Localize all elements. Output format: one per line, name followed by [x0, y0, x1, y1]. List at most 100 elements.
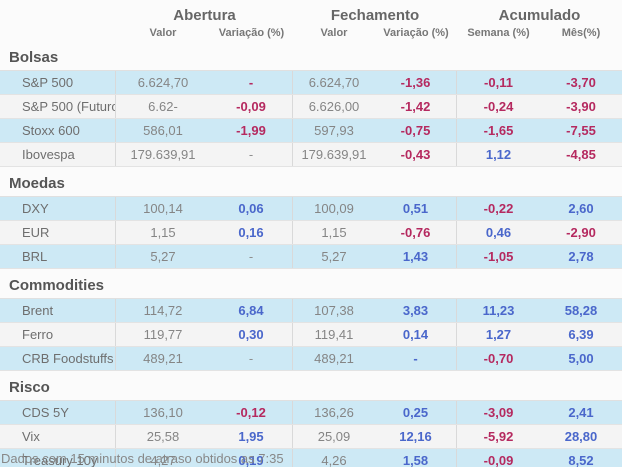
cell-abertura-valor: 6.624,70 — [137, 75, 189, 90]
row-label: EUR — [0, 221, 116, 244]
column-header-abertura-valor: Valor — [149, 27, 177, 39]
column-header-mes: Mês(%) — [561, 27, 601, 39]
row-label: Ibovespa — [0, 143, 116, 166]
cell-fechamento-variacao: -1,42 — [375, 95, 457, 118]
cell-abertura-variacao: 1,95 — [210, 425, 293, 448]
cell-fechamento-valor: 6.624,70 — [308, 75, 360, 90]
cell-fechamento-valor: 1,15 — [321, 225, 347, 240]
row-label: Ferro — [0, 323, 116, 346]
cell-fechamento-variacao: 0,25 — [375, 401, 457, 424]
table-row: Vix 25,58 1,95 25,09 12,16 -5,92 28,80 — [0, 425, 622, 449]
table-row: EUR 1,15 0,16 1,15 -0,76 0,46 -2,90 — [0, 221, 622, 245]
row-label: Treasury 10y — [0, 449, 116, 467]
cell-fechamento-valor: 119,41 — [314, 327, 354, 342]
cell-mes: 2,60 — [568, 201, 594, 216]
section-rows: S&P 500 6.624,70-6.624,70 -1,36 -0,11 -3,70 S… — [0, 70, 622, 167]
row-label: S&P 500 — [0, 71, 116, 94]
cell-mes: -3,70 — [566, 75, 596, 90]
column-header-abertura-variacao: Variação (%) — [218, 27, 285, 39]
cell-semana: -5,92 — [483, 429, 514, 444]
table-body: Bolsas S&P 500 6.624,70-6.624,70 -1,36 -0,11… — [0, 47, 622, 467]
column-header-fechamento-variacao: Variação (%) — [383, 27, 449, 39]
cell-fechamento-variacao: 1,43 — [375, 245, 457, 268]
section-rows: Brent 114,72 6,84 107,38 3,83 11,23 58,28 Ferro… — [0, 298, 622, 371]
cell-fechamento-valor: 25,09 — [317, 429, 351, 444]
section-title: Risco — [9, 379, 50, 396]
cell-abertura-valor: 489,21 — [143, 351, 183, 366]
cell-fechamento-variacao: 3,83 — [375, 299, 457, 322]
cell-semana: -0,70 — [483, 351, 514, 366]
cell-mes: 2,41 — [568, 405, 594, 420]
cell-abertura-variacao: - — [210, 245, 293, 268]
section-rows: DXY 100,14 0,06 100,09 0,51 -0,22 2,60 EUR 1,15 0… — [0, 196, 622, 269]
section-risco: Risco CDS 5Y 136,10 -0,12 136,26 0,25 -3,09 2,4… — [0, 377, 622, 467]
data-delay-note: Dados com 15 minutos de atraso obtidos a… — [1, 451, 284, 466]
cell-mes: 8,52 — [568, 453, 594, 467]
cell-fechamento-valor: 100,09 — [314, 201, 354, 216]
cell-abertura-variacao: - — [210, 347, 293, 370]
cell-semana: -3,09 — [483, 405, 514, 420]
section-title: Moedas — [9, 175, 65, 192]
cell-fechamento-variacao: 0,51 — [375, 197, 457, 220]
cell-abertura-variacao: 0,06 — [210, 197, 293, 220]
cell-fechamento-valor: 597,93 — [314, 123, 354, 138]
column-header-fechamento-valor: Valor — [320, 27, 348, 39]
column-group-acumulado: Acumulado — [498, 7, 581, 24]
cell-mes: 5,00 — [568, 351, 594, 366]
cell-abertura-variacao: 0,30 — [210, 323, 293, 346]
section-commodities: Commodities Brent 114,72 6,84 107,38 3,83 11,2… — [0, 275, 622, 371]
section-rows: CDS 5Y 136,10 -0,12 136,26 0,25 -3,09 2,41 Vix 2… — [0, 400, 622, 467]
cell-mes: -2,90 — [566, 225, 596, 240]
cell-semana: -0,09 — [483, 453, 514, 467]
cell-fechamento-valor: 489,21 — [314, 351, 354, 366]
section-bolsas: Bolsas S&P 500 6.624,70-6.624,70 -1,36 -0,11… — [0, 47, 622, 167]
cell-mes: 28,80 — [564, 429, 598, 444]
cell-fechamento-variacao: 1,58 — [375, 449, 457, 467]
cell-abertura-valor: 179.639,91 — [130, 147, 196, 162]
cell-fechamento-valor: 179.639,91 — [301, 147, 367, 162]
table-row: S&P 500 6.624,70-6.624,70 -1,36 -0,11 -3,70 — [0, 71, 622, 95]
cell-abertura-valor: 586,01 — [143, 123, 183, 138]
row-label: CDS 5Y — [0, 401, 116, 424]
cell-abertura-variacao: -1,99 — [210, 119, 293, 142]
row-label: S&P 500 (Futuro) — [0, 95, 116, 118]
cell-mes: 6,39 — [568, 327, 594, 342]
cell-abertura-variacao: -0,09 — [210, 95, 293, 118]
column-group-abertura: Abertura — [173, 7, 236, 24]
cell-fechamento-valor: 107,38 — [314, 303, 354, 318]
cell-abertura-variacao: -0,12 — [210, 401, 293, 424]
cell-semana: -0,11 — [484, 75, 513, 90]
row-label: DXY — [0, 197, 116, 220]
section-title: Bolsas — [9, 49, 59, 66]
cell-abertura-variacao: 0,19 — [210, 449, 293, 467]
section-moedas: Moedas DXY 100,14 0,06 100,09 0,51 -0,22 2,60 EU… — [0, 173, 622, 269]
cell-abertura-variacao: 0,16 — [210, 221, 293, 244]
row-label: Brent — [0, 299, 116, 322]
cell-abertura-valor: 114,72 — [143, 303, 183, 318]
cell-fechamento-variacao: -0,76 — [375, 221, 457, 244]
section-title: Commodities — [9, 277, 105, 294]
cell-abertura-variacao: 6,84 — [210, 299, 293, 322]
cell-semana: -1,05 — [483, 249, 514, 264]
cell-semana: 11,23 — [482, 303, 515, 318]
cell-fechamento-variacao: - — [375, 347, 457, 370]
cell-fechamento-variacao: 12,16 — [375, 425, 457, 448]
table-header: Abertura Fechamento Acumulado Valor Vari… — [0, 0, 622, 41]
cell-mes: 58,28 — [564, 303, 598, 318]
cell-abertura-variacao: - — [210, 71, 293, 94]
row-label: Vix — [0, 425, 116, 448]
cell-fechamento-variacao: 0,14 — [375, 323, 457, 346]
table-row: DXY 100,14 0,06 100,09 0,51 -0,22 2,60 — [0, 197, 622, 221]
table-row: S&P 500 (Futuro) 6.62- -0,09 6.626,00 -1,42 -… — [0, 95, 622, 119]
cell-semana: 1,27 — [485, 327, 512, 342]
column-group-fechamento: Fechamento — [330, 7, 420, 24]
cell-abertura-valor: 136,10 — [143, 405, 183, 420]
row-label: CRB Foodstuffs — [0, 347, 116, 370]
cell-fechamento-valor: 4,26 — [321, 453, 347, 467]
table-row: Ferro 119,77 0,30 119,41 0,14 1,27 6,39 — [0, 323, 622, 347]
cell-abertura-valor: 6.62- — [148, 99, 178, 114]
cell-abertura-valor: 5,27 — [150, 249, 176, 264]
cell-fechamento-variacao: -1,36 — [375, 71, 457, 94]
cell-abertura-valor: 119,77 — [143, 327, 183, 342]
